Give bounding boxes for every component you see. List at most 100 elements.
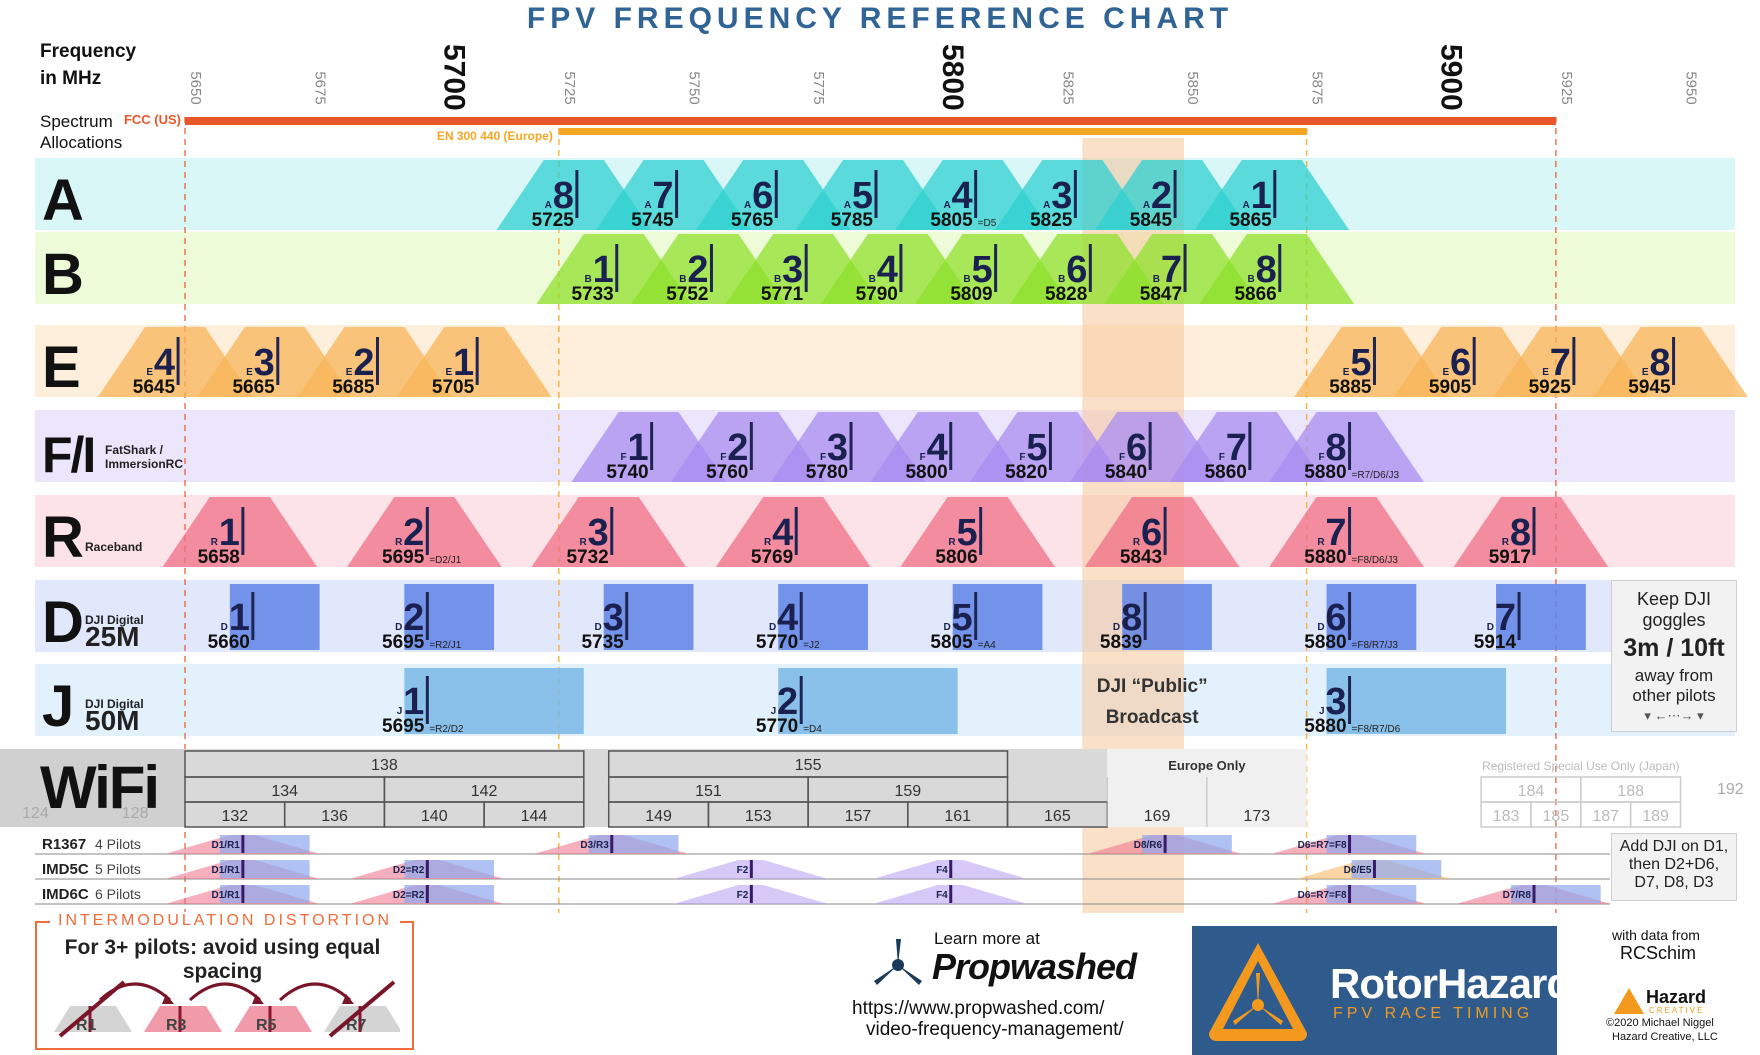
wifi-channel-mid-label: 134 — [271, 783, 298, 800]
band-subtitle-2: ImmersionRC — [105, 457, 183, 471]
dji-order-note-l3: D7, D8, D3 — [1634, 874, 1714, 891]
channel-number: 3 — [1325, 681, 1346, 723]
hazard-creative-logo-icon — [1614, 988, 1644, 1014]
x-tick-label: 5675 — [312, 71, 329, 104]
channel-frequency: 5645 — [133, 377, 176, 398]
axis-label-line1: Frequency — [40, 41, 137, 62]
channel-number: 5 — [852, 175, 873, 217]
channel-number: 7 — [1550, 342, 1571, 384]
x-tick-label: 5800 — [936, 44, 969, 111]
wifi-edge-channel: 128 — [122, 805, 149, 822]
channel-frequency: 5695 — [382, 632, 425, 653]
channel-frequency: 5733 — [571, 284, 613, 305]
band-letter: D — [42, 590, 82, 655]
channel-prefix: R — [948, 537, 956, 548]
channel-note: =F8/D6/J3 — [1352, 555, 1399, 566]
channel-frequency: 5914 — [1474, 632, 1517, 653]
allocation-label: FCC (US) — [124, 112, 181, 127]
channel-note: =D2/J1 — [429, 555, 461, 566]
channel-prefix: B — [774, 274, 781, 285]
wifi-channel-label: 153 — [745, 808, 772, 825]
dji-order-note-l1: Add DJI on D1, — [1619, 838, 1729, 855]
channel-number: 6 — [1066, 249, 1087, 291]
channel-frequency: 5880 — [1304, 462, 1346, 483]
pilot-set-count: 5 Pilots — [95, 861, 141, 877]
channel-block — [952, 584, 1043, 650]
dji-order-note-l2: then D2+D6, — [1628, 856, 1720, 873]
channel-frequency: 5735 — [581, 632, 624, 653]
channel-frequency: 5705 — [432, 377, 475, 398]
wifi-channel-wide-label: 155 — [795, 757, 822, 774]
channel-prefix: A — [844, 200, 851, 211]
channel-frequency: 5840 — [1105, 462, 1147, 483]
channel-prefix: A — [644, 200, 651, 211]
wifi-channel-wide-label: 138 — [371, 757, 398, 774]
channel-frequency: 5725 — [532, 210, 575, 231]
channel-number: 8 — [1649, 342, 1670, 384]
channel-triangle — [900, 497, 1056, 567]
channel-prefix: D — [594, 622, 601, 633]
rotorhazard-name: RotorHazard — [1330, 960, 1572, 1007]
channel-prefix: F — [720, 452, 726, 463]
channel-number: 6 — [1450, 342, 1471, 384]
wifi-channel-mid-label: 151 — [695, 783, 722, 800]
channel-block — [1496, 584, 1586, 650]
wifi-japan-mid-label: 184 — [1518, 783, 1545, 800]
channel-frequency: 5820 — [1005, 462, 1047, 483]
channel-frequency: 5839 — [1100, 632, 1142, 653]
propwashed-url-line1[interactable]: https://www.propwashed.com/ — [852, 998, 1105, 1019]
channel-number: 7 — [1325, 512, 1346, 554]
band-subtitle: Raceband — [85, 540, 142, 554]
wifi-japan-label: Registered Special Use Only (Japan) — [1482, 759, 1679, 773]
channel-number: 6 — [1126, 427, 1147, 469]
channel-prefix: F — [1119, 452, 1125, 463]
channel-block — [1122, 584, 1212, 650]
channel-prefix: D — [1487, 622, 1494, 633]
allocation-bar — [558, 128, 1307, 135]
pilot-mark-label: D2=R2 — [393, 890, 425, 901]
channel-number: 1 — [1251, 175, 1272, 217]
channel-frequency: 5769 — [751, 547, 793, 568]
channel-number: 1 — [403, 681, 424, 723]
allocations-label-line2: Allocations — [40, 133, 123, 152]
channel-triangle — [1199, 234, 1355, 304]
wifi-channel-label: 132 — [221, 808, 248, 825]
pilot-mark-label: D2=R2 — [393, 865, 425, 876]
propwashed-url-line2[interactable]: video-frequency-management/ — [866, 1019, 1124, 1040]
band-subtitle-2: 50M — [85, 705, 139, 736]
wifi-channel-mid-label: 142 — [471, 783, 498, 800]
axis-label-line2: in MHz — [40, 68, 102, 89]
pilot-mark-label: D7/R8 — [1503, 890, 1532, 901]
channel-number: 1 — [219, 512, 240, 554]
channel-frequency: 5785 — [831, 210, 874, 231]
band-subtitle-2: 25M — [85, 621, 139, 652]
channel-prefix: A — [545, 200, 552, 211]
channel-triangle — [715, 497, 871, 567]
channel-prefix: E — [146, 367, 153, 378]
channel-prefix: E — [1542, 367, 1549, 378]
channel-number: 4 — [952, 175, 973, 217]
channel-frequency: 5745 — [631, 210, 674, 231]
wifi-edge-channel: 192 — [1717, 781, 1744, 798]
copyright-line1: ©2020 Michael Niggel — [1606, 1017, 1714, 1029]
wifi-channel-box — [483, 801, 585, 828]
channel-frequency: 5905 — [1429, 377, 1472, 398]
band-letter: E — [42, 335, 79, 400]
channel-frequency: 5660 — [208, 632, 250, 653]
pilot-mark-label: F4 — [936, 890, 948, 901]
channel-block — [603, 584, 694, 650]
channel-frequency: 5740 — [606, 462, 648, 483]
channel-frequency: 5828 — [1045, 284, 1087, 305]
channel-prefix: R — [1133, 537, 1141, 548]
channel-frequency: 5665 — [232, 377, 275, 398]
pilot-mark-label: D8/R6 — [1134, 840, 1163, 851]
channel-number: 5 — [957, 512, 978, 554]
channel-frequency: 5847 — [1140, 284, 1182, 305]
channel-prefix: E — [246, 367, 253, 378]
channel-number: 5 — [971, 249, 992, 291]
channel-prefix: D — [1113, 622, 1120, 633]
channel-frequency: 5658 — [198, 547, 240, 568]
channel-note: =R2/J1 — [429, 640, 461, 651]
band-letter: B — [42, 242, 82, 307]
band-subtitle: FatShark / — [105, 443, 164, 457]
